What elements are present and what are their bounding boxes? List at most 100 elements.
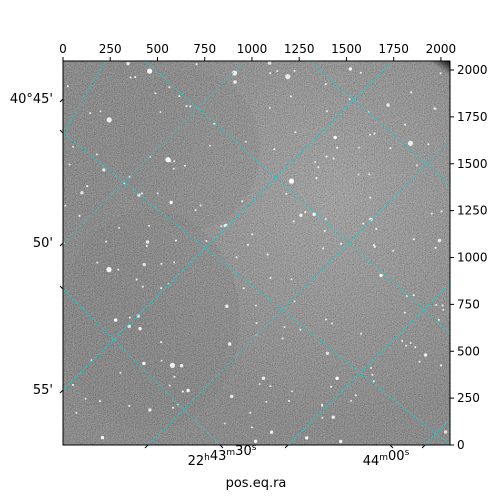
star: [321, 404, 324, 407]
x-tick-label: 1250: [284, 42, 315, 56]
star: [169, 200, 173, 205]
star: [335, 376, 339, 380]
star: [205, 240, 208, 242]
star: [410, 91, 413, 94]
star: [225, 304, 229, 308]
star: [372, 244, 375, 247]
star: [292, 220, 295, 223]
star: [440, 364, 442, 367]
star: [333, 135, 337, 140]
star: [119, 371, 122, 374]
star: [324, 83, 327, 86]
star: [290, 390, 293, 393]
x-tick-label: 1750: [378, 42, 409, 56]
star: [160, 262, 163, 265]
grid-line: [63, 288, 221, 445]
star: [253, 439, 258, 443]
star: [371, 373, 374, 376]
star: [148, 408, 152, 412]
star: [213, 122, 216, 125]
star: [430, 212, 433, 215]
star: [244, 140, 247, 143]
star: [249, 411, 252, 414]
star: [440, 210, 443, 213]
ra-axis: 22h43m30s 44m00s: [144, 443, 426, 469]
star: [241, 200, 244, 203]
star: [299, 328, 302, 331]
star: [267, 61, 272, 65]
star: [156, 192, 159, 195]
star: [305, 436, 309, 440]
star: [75, 411, 78, 414]
star: [251, 233, 254, 236]
star: [135, 278, 138, 281]
star: [276, 70, 279, 72]
y-tick-label: 250: [457, 391, 480, 405]
star: [168, 384, 171, 387]
y-tick-label: 1500: [457, 157, 488, 171]
star: [322, 247, 325, 250]
star: [269, 430, 274, 434]
star: [148, 224, 151, 227]
star: [389, 147, 392, 150]
star: [145, 240, 150, 244]
star: [350, 399, 353, 402]
star: [165, 157, 171, 163]
star: [223, 422, 226, 425]
star: [154, 92, 157, 95]
star: [80, 191, 84, 195]
star: [199, 204, 202, 207]
grid-line: [424, 417, 450, 445]
star: [269, 385, 272, 388]
star: [105, 240, 108, 243]
star: [330, 385, 333, 388]
star: [407, 140, 414, 146]
star: [444, 430, 448, 434]
x-tick-label: 1500: [331, 42, 362, 56]
star: [72, 383, 74, 386]
y-tick-label: 2000: [457, 63, 488, 77]
star: [324, 218, 327, 220]
x-tick-label: 750: [193, 42, 216, 56]
star: [137, 193, 141, 197]
star: [392, 249, 395, 252]
dec-tick-mark: [59, 285, 64, 290]
grid-line: [63, 61, 393, 391]
grid-line: [287, 282, 450, 445]
dec-tick-label: 55': [33, 383, 53, 398]
star: [269, 276, 272, 279]
star: [184, 164, 186, 167]
star: [401, 340, 404, 342]
star: [66, 85, 69, 88]
star: [169, 362, 175, 368]
star: [293, 69, 296, 72]
star: [372, 380, 375, 383]
star: [179, 364, 184, 368]
star: [379, 273, 383, 278]
star: [96, 261, 99, 264]
pixel-x-axis: 0 250 500 750 1000 1250 1500 1750 2000: [59, 42, 456, 61]
pixel-y-axis: 0 250 500 750 1000 1250 1500 1750 2000: [450, 63, 488, 452]
star: [127, 324, 131, 329]
grid-line: [144, 61, 450, 334]
y-tick-label: 1000: [457, 251, 488, 265]
coordinate-grid: [63, 61, 450, 445]
grid-line: [63, 61, 246, 244]
star: [168, 86, 171, 89]
star: [242, 287, 245, 290]
star: [293, 300, 296, 303]
ra-tick-mark: [144, 444, 149, 449]
star: [106, 117, 112, 123]
star: [369, 133, 372, 136]
star: [427, 143, 430, 146]
star: [118, 226, 121, 229]
star: [68, 163, 71, 166]
star: [235, 256, 238, 259]
star: [339, 439, 343, 444]
star: [331, 322, 333, 325]
star: [412, 294, 415, 297]
star: [99, 110, 102, 113]
star: [258, 383, 261, 386]
star: [266, 253, 269, 256]
